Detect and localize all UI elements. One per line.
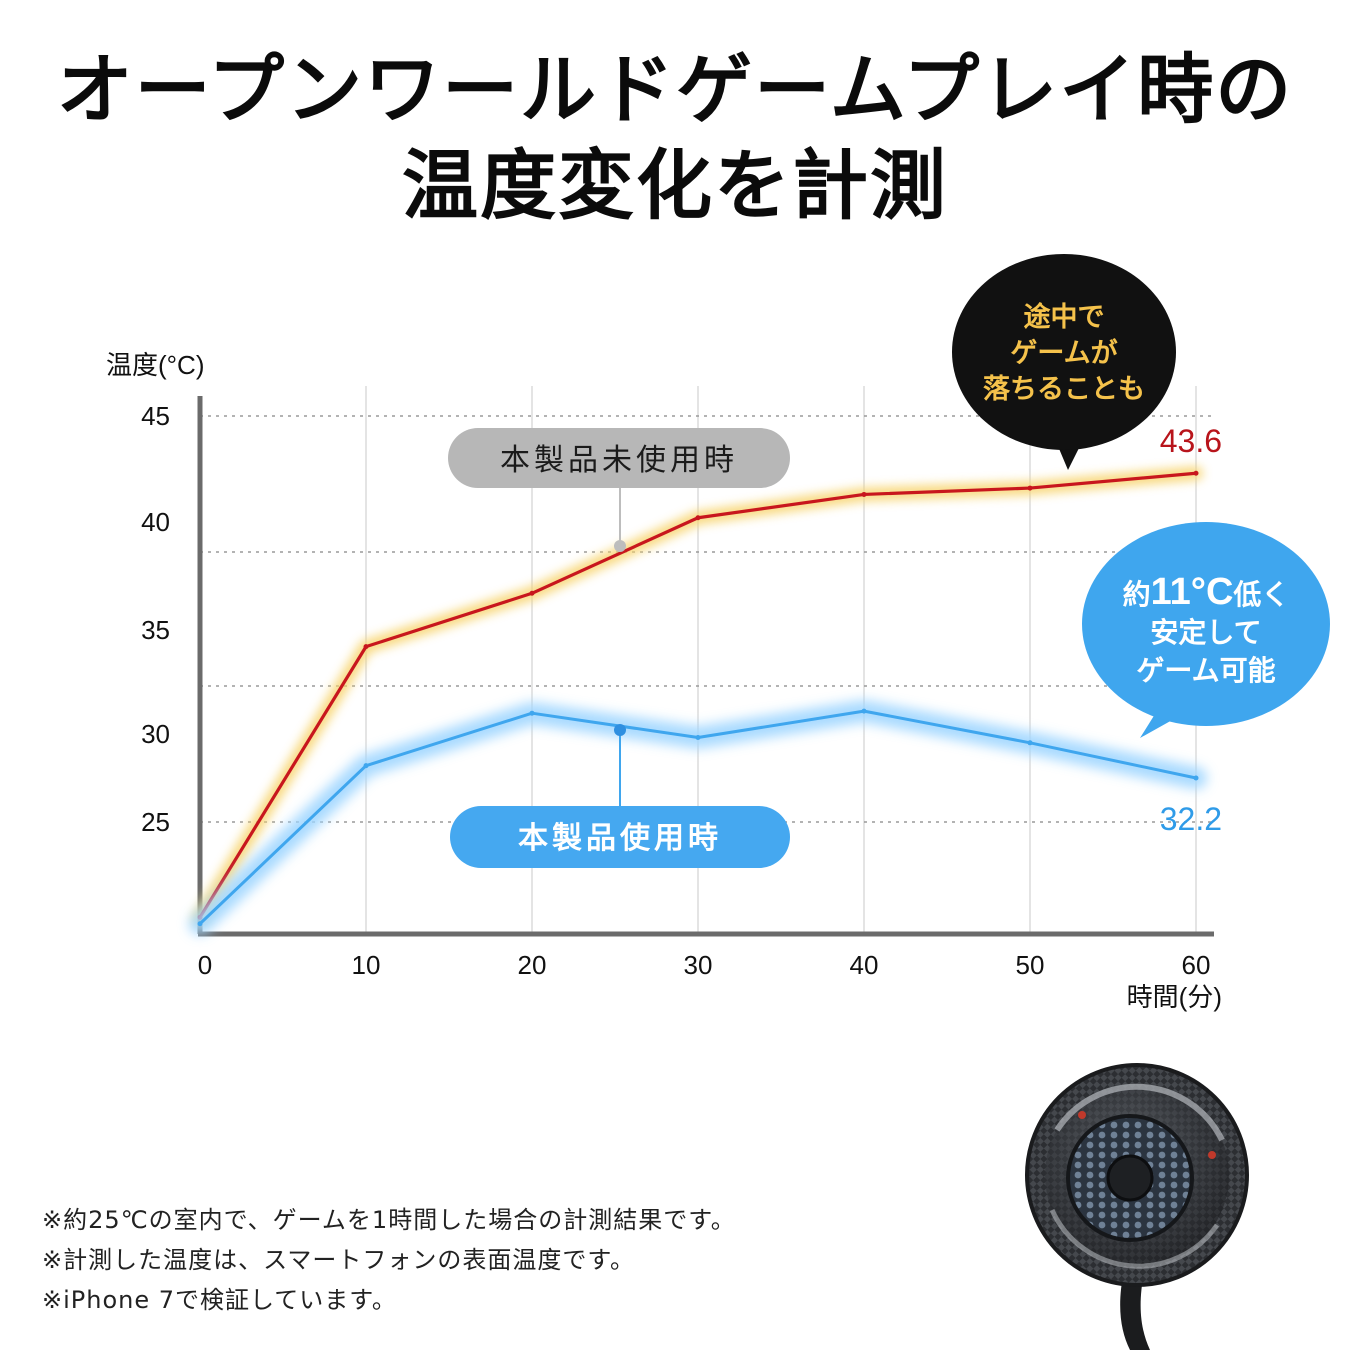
- end-value-label: 32.2: [1160, 801, 1222, 837]
- data-point: [861, 708, 867, 714]
- series-pill-label: 本製品未使用時: [500, 444, 738, 477]
- data-point: [1027, 485, 1033, 491]
- y-tick-label: 25: [141, 807, 170, 837]
- y-axis-label: 温度(°C): [106, 350, 205, 380]
- data-point: [529, 590, 535, 596]
- callout-blue-suffix: 低く: [1232, 579, 1289, 610]
- callout-blue-prefix: 約: [1123, 578, 1151, 610]
- data-point: [197, 921, 203, 927]
- chart-labels: 45 40 35 30 25 0 10 20 30 40 50 60 温度(°C) 時間(分) 43.6 32…: [106, 350, 1222, 1012]
- cooling-fan-product-image: [1025, 1063, 1249, 1350]
- x-tick-label: 10: [352, 950, 381, 980]
- end-value-label: 43.6: [1160, 423, 1222, 459]
- series-pill-bg: [448, 428, 790, 488]
- callout-black-text: 落ちることも: [983, 374, 1145, 404]
- x-tick-label: 40: [850, 950, 879, 980]
- data-point: [695, 735, 701, 741]
- chart-series: [189, 466, 1207, 935]
- pill-connector-dot: [614, 540, 626, 552]
- pill-connector-dot: [614, 724, 626, 736]
- footnote-2: ※計測した温度は、スマートフォンの表面温度です。: [42, 1246, 635, 1274]
- y-tick-label: 45: [141, 401, 170, 431]
- data-point: [1027, 740, 1033, 746]
- page-title: オープンワールドゲームプレイ時の 温度変化を計測: [0, 42, 1350, 234]
- data-point: [695, 515, 701, 521]
- y-tick-label: 35: [141, 615, 170, 645]
- data-point: [529, 710, 535, 716]
- series-pill-bg: [450, 806, 790, 868]
- callout-blue-text: ゲーム可能: [1136, 655, 1275, 686]
- footnote-1: ※約25℃の室内で、ゲームを1時間した場合の計測結果です。: [42, 1206, 736, 1234]
- data-point: [1193, 470, 1199, 476]
- data-point: [861, 491, 867, 497]
- callout-black-text: ゲームが: [1010, 337, 1117, 368]
- footnote-3: ※iPhone 7で検証しています。: [42, 1286, 397, 1314]
- callout-black-bubble: [952, 254, 1176, 450]
- x-tick-label: 0: [198, 950, 212, 980]
- y-tick-label: 40: [141, 507, 170, 537]
- footnotes: ※約25℃の室内で、ゲームを1時間した場合の計測結果です。 ※計測した温度は、ス…: [42, 1200, 736, 1320]
- x-tick-label: 20: [518, 950, 547, 980]
- x-tick-label: 30: [684, 950, 713, 980]
- x-axis-label: 時間(分): [1127, 982, 1222, 1012]
- title-line-2: 温度変化を計測: [402, 141, 948, 230]
- data-point: [1193, 775, 1199, 781]
- title-line-1: オープンワールドゲームプレイ時の: [56, 45, 1294, 134]
- callout-black-text: 途中で: [1024, 301, 1105, 332]
- x-tick-label: 60: [1182, 950, 1211, 980]
- y-tick-label: 30: [141, 719, 170, 749]
- chart-axes: [197, 396, 1214, 937]
- data-point: [363, 644, 369, 650]
- callout-blue-text: 安定して: [1150, 616, 1261, 648]
- callout-blue-headline: 約11°C低く: [1123, 571, 1290, 613]
- data-point: [363, 763, 369, 769]
- series-pill-label: 本製品使用時: [518, 822, 722, 855]
- x-tick-label: 50: [1016, 950, 1045, 980]
- callout-blue-bubble: [1082, 522, 1330, 726]
- callout-blue-big: 11°C: [1151, 571, 1234, 613]
